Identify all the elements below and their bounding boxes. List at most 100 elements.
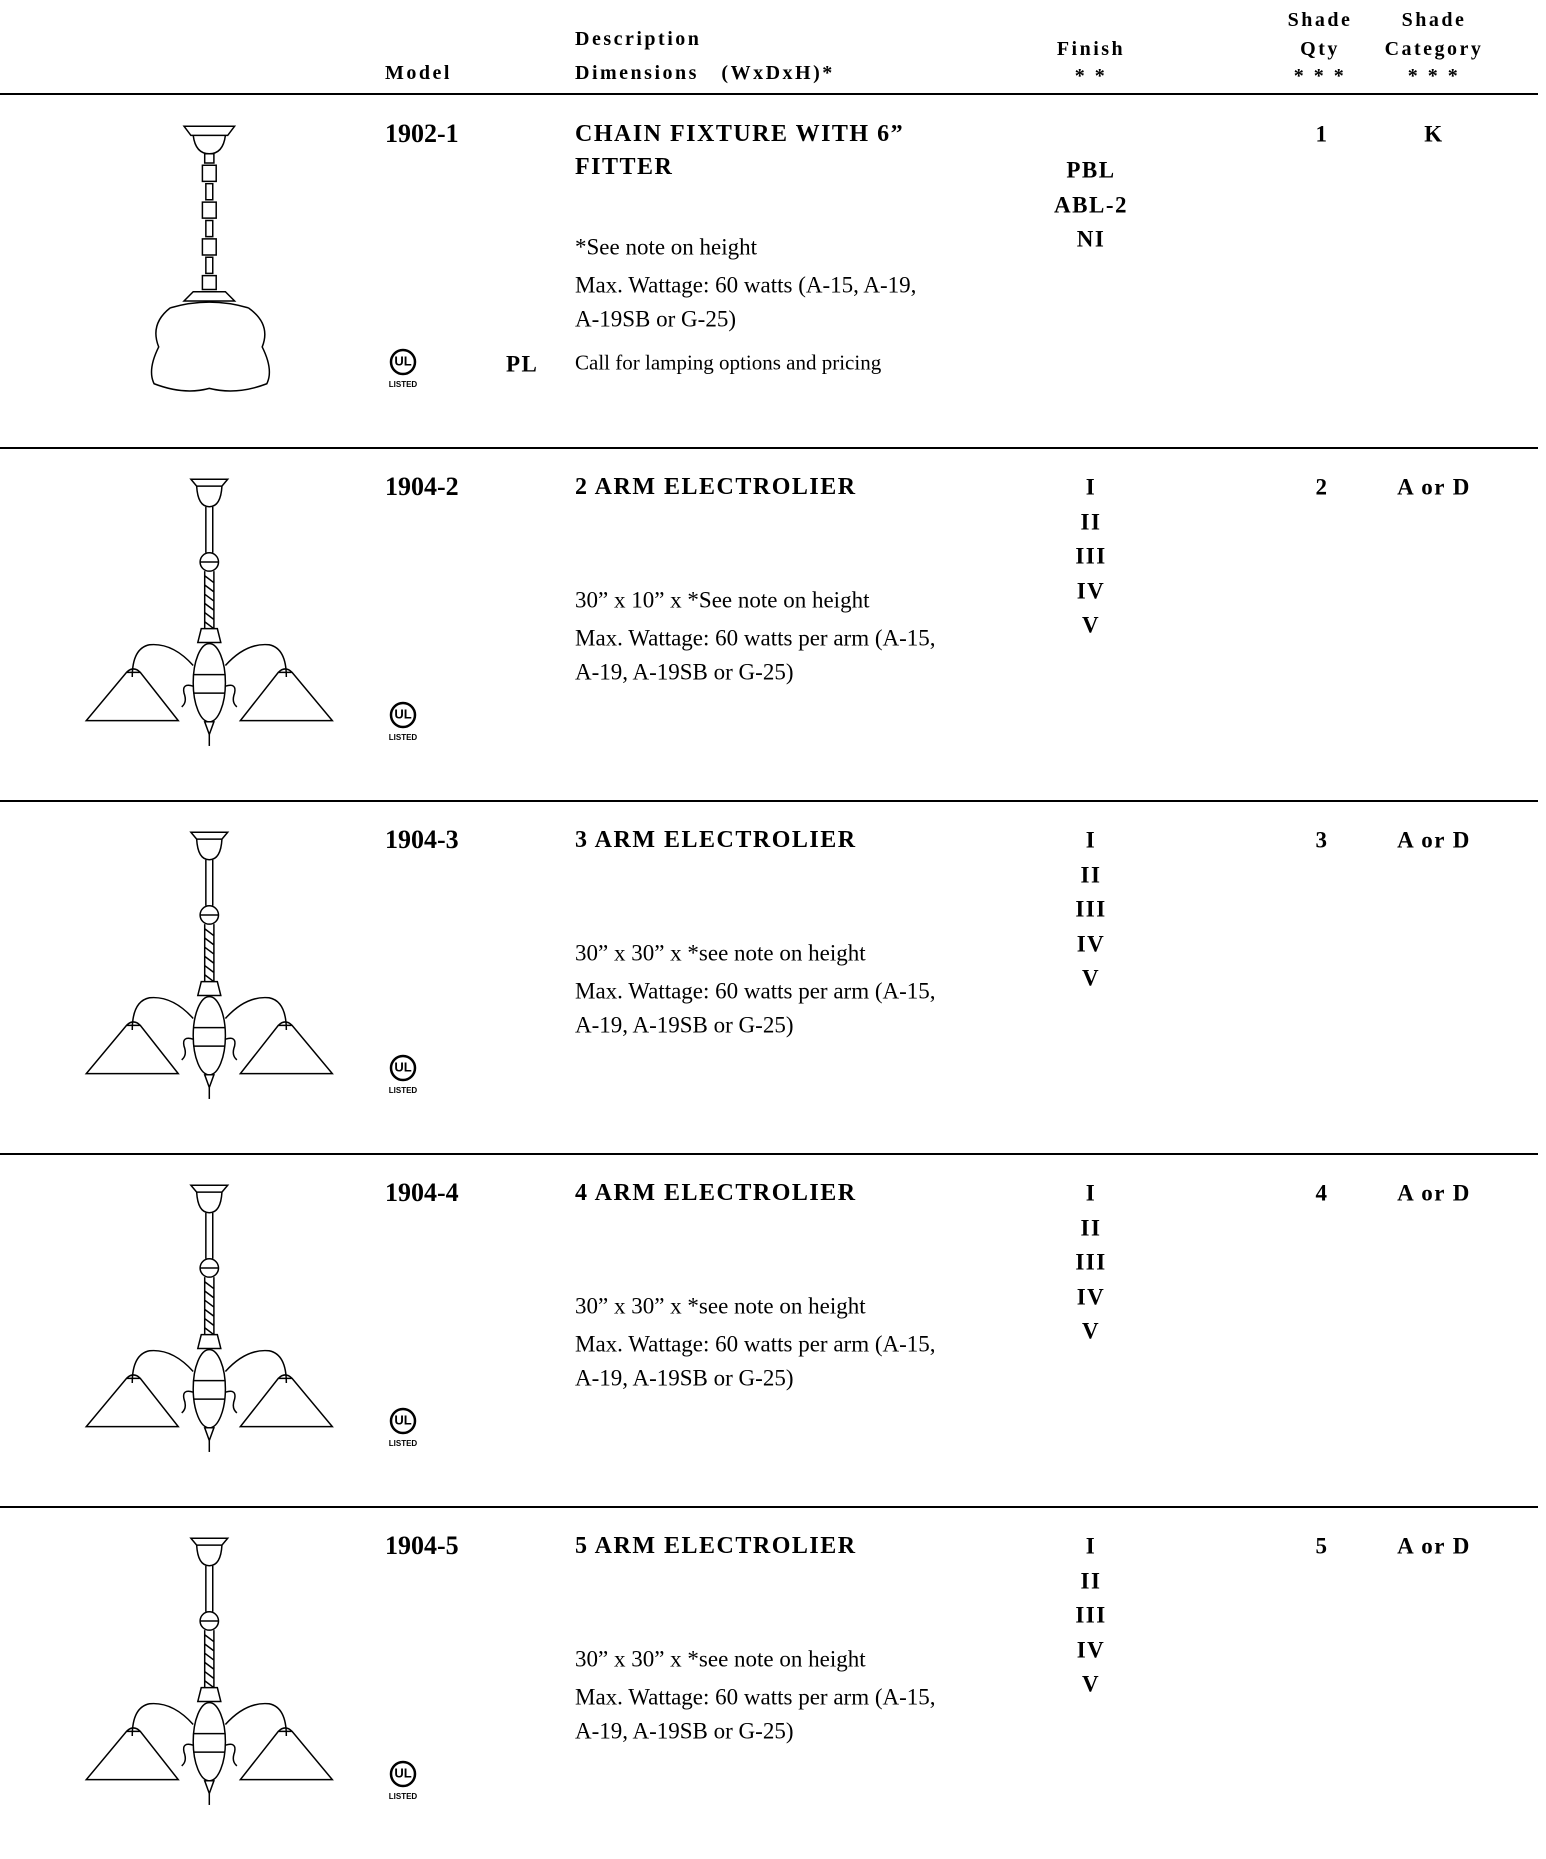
ul-letters: UL [394, 1765, 411, 1780]
shade-qty: 3 [1315, 827, 1329, 853]
fixture-title: 5 ARM ELECTROLIER [575, 1533, 857, 1559]
wattage: A-19, A-19SB or G-25) [575, 1365, 794, 1391]
ul-caption: LISTED [389, 1439, 418, 1447]
header-shade-category: Shade [1401, 9, 1467, 31]
ul-circle [389, 1760, 417, 1788]
header-shade-qty: Shade [1287, 9, 1353, 31]
finish: II [1080, 1568, 1102, 1593]
finish: IV [1076, 931, 1106, 956]
fixture-title: FITTER [575, 154, 674, 180]
shade-qty: 2 [1315, 474, 1329, 500]
shade-category: A or D [1397, 1533, 1471, 1559]
fixture-illustration [85, 1537, 334, 1806]
shade-category: A or D [1397, 474, 1471, 500]
finish: I [1085, 827, 1097, 853]
finish: PBL [1066, 157, 1116, 183]
ul-letters: UL [394, 706, 411, 721]
header-shade-category: * * * [1407, 65, 1461, 87]
finish: III [1075, 1249, 1107, 1275]
finish: I [1085, 1533, 1097, 1559]
fixture-illustration [85, 1184, 334, 1453]
header-finish: Finish [1056, 38, 1126, 60]
wattage: Max. Wattage: 60 watts per arm (A-15, [575, 1331, 936, 1357]
shade-qty: 5 [1315, 1533, 1329, 1559]
model-number: 1904-5 [385, 1531, 459, 1560]
fixture-title: 3 ARM ELECTROLIER [575, 827, 857, 853]
model-number: 1904-3 [385, 825, 459, 854]
fixture-title: 4 ARM ELECTROLIER [575, 1180, 857, 1206]
finish: ABL-2 [1054, 192, 1128, 217]
ul-logo: UL LISTED [389, 348, 418, 388]
wattage: Max. Wattage: 60 watts per arm (A-15, [575, 978, 936, 1004]
finish: V [1081, 965, 1101, 991]
finish: II [1080, 1215, 1102, 1240]
finish: IV [1076, 1284, 1106, 1309]
finish: V [1081, 1671, 1101, 1697]
wattage: A-19, A-19SB or G-25) [575, 1718, 794, 1744]
finish: III [1075, 1602, 1107, 1628]
separator [0, 800, 1538, 802]
wattage: A-19, A-19SB or G-25) [575, 1012, 794, 1038]
wattage: Max. Wattage: 60 watts (A-15, A-19, [575, 272, 917, 298]
header-shade-category: Category [1384, 38, 1484, 60]
ul-logo: UL LISTED [389, 1760, 418, 1800]
shade-category: K [1424, 121, 1444, 147]
wattage: A-19, A-19SB or G-25) [575, 659, 794, 685]
fixture-illustration [85, 831, 334, 1100]
fixture-title: 2 ARM ELECTROLIER [575, 474, 857, 500]
ul-logo: UL LISTED [389, 1407, 418, 1447]
finish: III [1075, 896, 1107, 922]
model-number: 1902-1 [385, 119, 459, 148]
finish: V [1081, 612, 1101, 638]
fixture-illustration [85, 478, 334, 747]
header-finish-note: * * [1074, 65, 1108, 87]
ul-caption: LISTED [389, 1792, 418, 1800]
ul-caption: LISTED [389, 733, 418, 741]
separator [0, 1506, 1538, 1508]
ul-circle [389, 1054, 417, 1082]
ul-circle [389, 701, 417, 729]
finish: II [1080, 862, 1102, 887]
wattage: Max. Wattage: 60 watts per arm (A-15, [575, 1684, 936, 1710]
finish: IV [1076, 1637, 1106, 1662]
header-model: Model [385, 62, 452, 84]
model-number: 1904-4 [385, 1178, 459, 1207]
ul-letters: UL [394, 1412, 411, 1427]
finish: III [1075, 543, 1107, 569]
finish: IV [1076, 578, 1106, 603]
shade-qty: 4 [1315, 1180, 1329, 1206]
header-dimensions: Dimensions (WxDxH)* [575, 62, 835, 84]
wattage: Max. Wattage: 60 watts per arm (A-15, [575, 625, 936, 651]
ul-letters: UL [394, 353, 411, 368]
fixture-title: CHAIN FIXTURE WITH 6” [575, 121, 905, 147]
separator [0, 1153, 1538, 1155]
ul-logo: UL LISTED [389, 701, 418, 741]
finish: II [1080, 509, 1102, 534]
header-shade-qty: Qty [1300, 38, 1340, 60]
separator [0, 93, 1538, 95]
dimensions: 30” x 10” x *See note on height [575, 587, 870, 613]
dimensions: 30” x 30” x *see note on height [575, 1293, 866, 1319]
fixture-drawing [85, 1184, 334, 1453]
fixture-drawing [150, 125, 271, 392]
dimensions: *See note on height [575, 234, 758, 260]
finish: I [1085, 474, 1097, 500]
ul-caption: LISTED [389, 1086, 418, 1094]
header-shade-qty: * * * [1293, 65, 1347, 87]
fixture-drawing [85, 1537, 334, 1806]
ul-letters: UL [394, 1059, 411, 1074]
lamping-note: Call for lamping options and pricing [575, 350, 882, 375]
ul-logo: UL LISTED [389, 1054, 418, 1094]
finish: V [1081, 1318, 1101, 1344]
ul-caption: LISTED [389, 380, 418, 388]
wattage: A-19SB or G-25) [575, 306, 736, 332]
header-description: Description [575, 28, 702, 50]
dimensions: 30” x 30” x *see note on height [575, 940, 866, 966]
lamping-code: PL [506, 351, 539, 377]
shade-category: A or D [1397, 1180, 1471, 1206]
fixture-drawing [85, 831, 334, 1100]
shade-qty: 1 [1315, 121, 1329, 147]
finish: NI [1076, 226, 1106, 252]
ul-circle [389, 1407, 417, 1435]
fixture-drawing [85, 478, 334, 747]
